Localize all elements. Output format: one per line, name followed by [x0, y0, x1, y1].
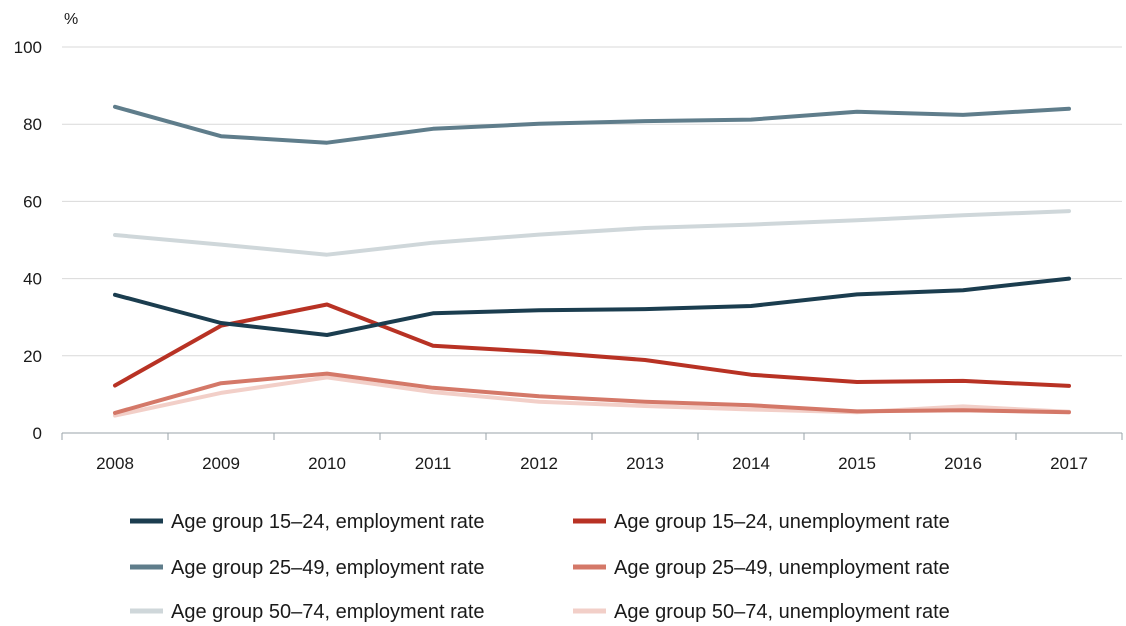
x-tick-label: 2016: [944, 454, 982, 473]
legend-label: Age group 15–24, employment rate: [171, 511, 485, 533]
x-tick-label: 2017: [1050, 454, 1088, 473]
legend-item: Age group 50–74, employment rate: [130, 601, 485, 623]
legend-item: Age group 15–24, unemployment rate: [573, 511, 950, 533]
y-tick-label: 60: [23, 192, 42, 211]
y-tick-label: 80: [23, 115, 42, 134]
series-line: [113, 209, 1071, 257]
legend-item: Age group 15–24, employment rate: [130, 511, 485, 533]
legend-item: Age group 25–49, employment rate: [130, 557, 485, 579]
legend-label: Age group 25–49, unemployment rate: [614, 557, 950, 579]
legend-item: Age group 25–49, unemployment rate: [573, 557, 950, 579]
x-tick-label: 2015: [838, 454, 876, 473]
y-tick-label: 40: [23, 270, 42, 289]
series-line: [113, 104, 1071, 145]
axes: 0 20 40 60 80 100% 2008 2009 2010 2011 2012 2013 201…: [14, 11, 1123, 473]
x-tick-label: 2013: [626, 454, 664, 473]
legend-item: Age group 50–74, unemployment rate: [573, 601, 950, 623]
series-lines: [113, 104, 1071, 418]
y-tick-label: 100: [14, 38, 42, 57]
x-tick-label: 2008: [96, 454, 134, 473]
x-tick-label: 2011: [415, 454, 452, 473]
y-axis-unit-label: %: [64, 11, 78, 28]
grid: [62, 46, 1122, 357]
x-tick-label: 2009: [202, 454, 240, 473]
y-tick-label: 0: [33, 424, 42, 443]
y-tick-label: 20: [23, 347, 42, 366]
x-tick-label: 2014: [732, 454, 770, 473]
series-line: [113, 302, 1071, 388]
legend-label: Age group 50–74, unemployment rate: [614, 601, 950, 623]
series-line: [113, 371, 1071, 415]
x-tick-label: 2012: [520, 454, 558, 473]
x-tick-label: 2010: [308, 454, 346, 473]
legend-label: Age group 15–24, unemployment rate: [614, 511, 950, 533]
legend-label: Age group 25–49, employment rate: [171, 557, 485, 579]
series-line: [113, 276, 1071, 337]
legend-label: Age group 50–74, employment rate: [171, 601, 485, 623]
legend: Age group 15–24, employment rate Age grou…: [130, 511, 950, 623]
